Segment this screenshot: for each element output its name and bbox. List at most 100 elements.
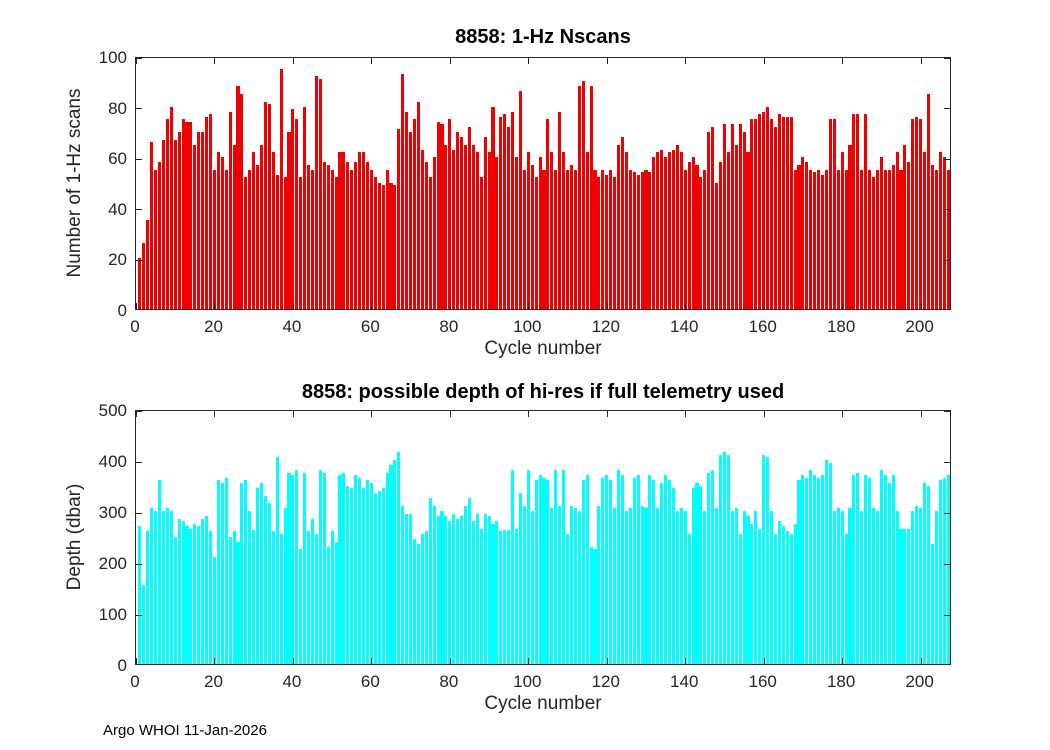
bar bbox=[256, 488, 260, 664]
bar bbox=[628, 508, 632, 664]
bar bbox=[287, 472, 291, 664]
bar bbox=[173, 139, 177, 309]
bar bbox=[432, 505, 436, 664]
bar bbox=[185, 526, 189, 664]
bar bbox=[401, 505, 405, 664]
y-tick-label: 0 bbox=[117, 301, 127, 320]
bar bbox=[393, 460, 397, 664]
y-tick-label: 500 bbox=[98, 401, 127, 420]
bar bbox=[460, 516, 464, 664]
bar bbox=[797, 164, 801, 309]
bar bbox=[793, 523, 797, 664]
x-tick-label: 200 bbox=[905, 317, 934, 336]
bar bbox=[283, 177, 287, 309]
bar bbox=[624, 152, 628, 309]
nscans-x-axis-label: Cycle number bbox=[484, 338, 602, 359]
bar bbox=[644, 508, 648, 664]
x-tick-mark bbox=[292, 58, 294, 64]
depth-plot-area bbox=[135, 410, 951, 665]
bar bbox=[350, 169, 354, 309]
bar bbox=[193, 144, 197, 309]
bar bbox=[832, 119, 836, 309]
bar bbox=[138, 526, 142, 664]
bar bbox=[503, 114, 507, 309]
bar bbox=[271, 531, 275, 664]
bar bbox=[150, 508, 154, 664]
bar bbox=[526, 152, 530, 309]
bar bbox=[758, 114, 762, 309]
y-tick-mark bbox=[136, 411, 142, 412]
bar bbox=[248, 169, 252, 309]
y-tick-mark bbox=[136, 461, 142, 463]
bar bbox=[891, 164, 895, 309]
bar bbox=[208, 531, 213, 664]
bar bbox=[930, 164, 934, 309]
bar bbox=[479, 177, 483, 309]
bar bbox=[244, 177, 248, 309]
bar bbox=[730, 511, 734, 664]
bar bbox=[817, 169, 821, 309]
bar bbox=[593, 169, 597, 309]
bar bbox=[491, 106, 495, 309]
bar bbox=[322, 162, 326, 309]
x-tick-mark bbox=[606, 411, 608, 417]
bar bbox=[856, 472, 860, 664]
x-tick-mark bbox=[685, 58, 687, 64]
bar bbox=[236, 86, 240, 309]
bar bbox=[632, 477, 636, 664]
bar bbox=[565, 533, 570, 664]
bar bbox=[471, 144, 475, 309]
bar bbox=[224, 169, 228, 309]
bar bbox=[310, 518, 315, 664]
bar bbox=[146, 220, 150, 309]
bar bbox=[809, 470, 813, 664]
y-tick-mark bbox=[136, 259, 142, 261]
x-tick-label: 60 bbox=[360, 317, 380, 336]
bar bbox=[844, 533, 848, 664]
bar bbox=[518, 493, 523, 664]
bar bbox=[632, 172, 636, 309]
bar bbox=[389, 182, 393, 309]
bar bbox=[648, 475, 652, 664]
bar bbox=[205, 116, 209, 309]
bar bbox=[907, 528, 911, 664]
bar bbox=[303, 106, 307, 309]
nscans-chart-title: 8858: 1-Hz Nscans bbox=[455, 26, 631, 48]
bar bbox=[259, 144, 264, 309]
x-tick-mark bbox=[449, 58, 451, 64]
bar bbox=[585, 152, 589, 309]
bar bbox=[879, 470, 883, 664]
x-tick-mark bbox=[136, 303, 137, 309]
x-tick-mark bbox=[920, 303, 922, 309]
bar bbox=[546, 480, 550, 664]
bar bbox=[475, 513, 479, 664]
y-tick-mark bbox=[136, 563, 142, 565]
x-tick-mark bbox=[606, 58, 608, 64]
bar bbox=[597, 505, 601, 664]
bar bbox=[530, 511, 534, 664]
bar bbox=[436, 516, 440, 664]
bar bbox=[781, 116, 785, 309]
bar bbox=[542, 477, 546, 664]
bar bbox=[373, 493, 377, 664]
bar bbox=[463, 144, 468, 309]
bar bbox=[883, 169, 887, 309]
bar bbox=[240, 93, 244, 309]
bar bbox=[691, 488, 695, 664]
bar bbox=[558, 505, 562, 664]
bar bbox=[828, 119, 832, 309]
bar bbox=[342, 472, 346, 664]
bar bbox=[201, 518, 205, 664]
nscans-y-axis-label: Number of 1-Hz scans bbox=[64, 88, 85, 278]
bar bbox=[550, 508, 554, 664]
bar bbox=[601, 169, 605, 309]
x-tick-label: 140 bbox=[670, 317, 699, 336]
y-tick-label: 80 bbox=[108, 98, 127, 118]
bar bbox=[208, 114, 213, 309]
bar bbox=[232, 531, 236, 664]
bar bbox=[534, 480, 538, 664]
bar bbox=[491, 523, 495, 664]
bar bbox=[581, 81, 585, 309]
bar bbox=[361, 488, 366, 664]
